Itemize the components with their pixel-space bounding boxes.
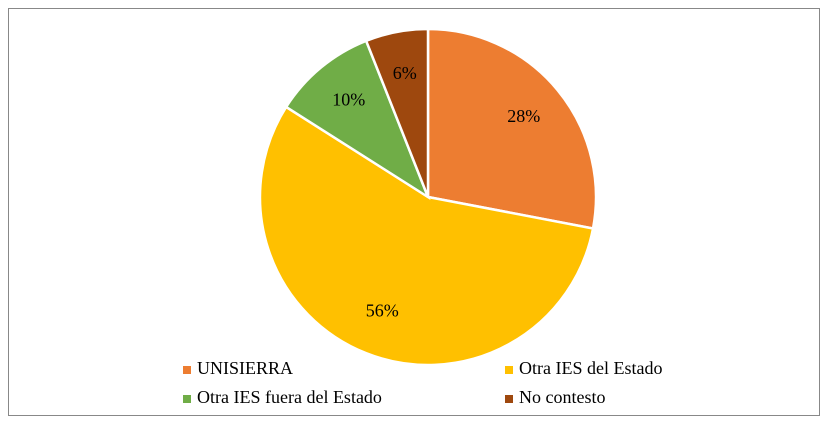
pie-slice [426, 27, 598, 230]
legend-marker [505, 395, 513, 403]
pie-slice [258, 105, 595, 367]
legend-label: Otra IES fuera del Estado [197, 387, 382, 407]
legend-marker [183, 395, 191, 403]
legend-marker [183, 366, 191, 374]
data-label: 56% [366, 301, 399, 321]
data-label: 28% [507, 106, 540, 126]
pie-slice [364, 27, 430, 198]
data-label: 10% [332, 89, 365, 109]
legend-label: Otra IES del Estado [519, 358, 662, 378]
legend-label: No contesto [519, 387, 605, 407]
legend-marker [505, 366, 513, 374]
pie-slice [284, 39, 431, 201]
data-label: 6% [393, 63, 417, 83]
legend-label: UNISIERRA [197, 358, 293, 378]
